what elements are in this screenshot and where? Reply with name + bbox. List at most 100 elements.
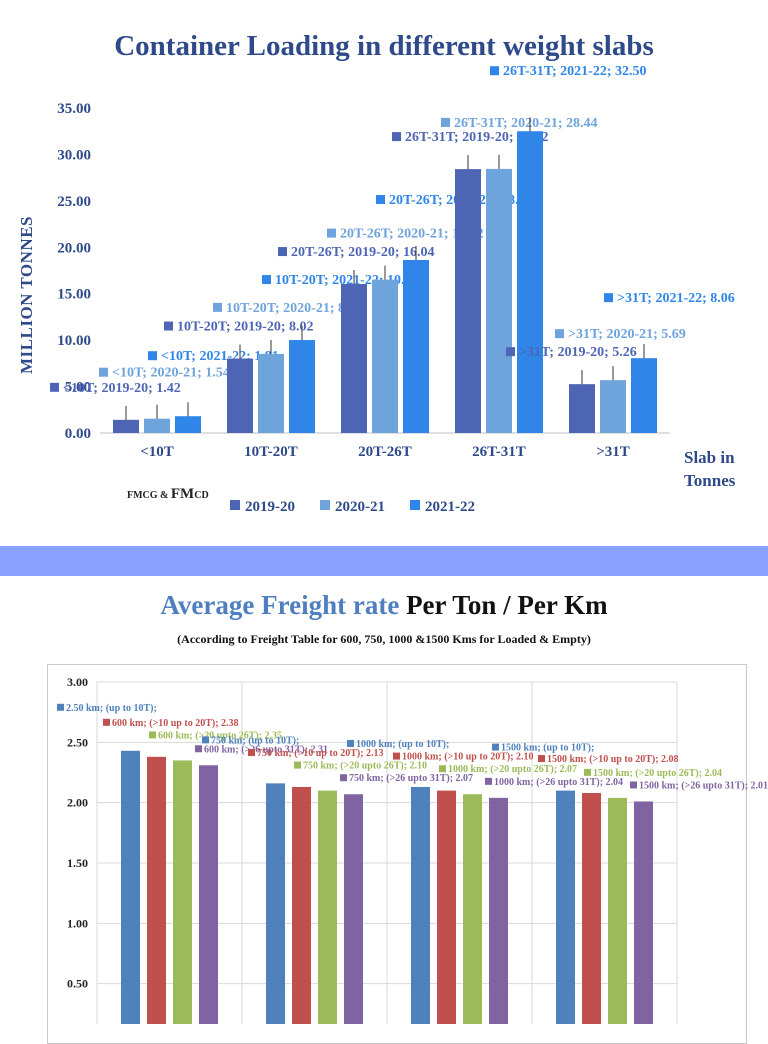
bar xyxy=(144,418,170,433)
bar xyxy=(292,786,311,1024)
y-tick-label: 1.50 xyxy=(67,856,88,870)
data-label-marker xyxy=(262,275,271,285)
y-tick-label: 0.00 xyxy=(65,426,91,442)
y-tick-label: 30.00 xyxy=(57,147,91,163)
x-tick-label: <10T xyxy=(140,444,174,460)
chart2-subtitle: (According to Freight Table for 600, 750… xyxy=(177,632,591,646)
data-label: 1000 km; (>26 upto 31T); 2.04 xyxy=(494,777,623,788)
y-tick-label: 25.00 xyxy=(57,194,91,210)
bar xyxy=(175,416,201,433)
footnote-small-1: FMCG & xyxy=(127,490,171,501)
data-label: 600 km; (>26 upto 31T); 2.31 xyxy=(204,744,328,755)
y-tick-label: 1.00 xyxy=(67,916,88,930)
bar xyxy=(634,801,653,1024)
bar xyxy=(556,790,575,1024)
y-tick-label: 0.50 xyxy=(67,977,88,991)
data-label-marker xyxy=(327,228,336,238)
data-label: 1500 km; (>26 upto 31T); 2.01 xyxy=(639,780,768,791)
legend-entry: 2021-22 xyxy=(425,499,475,515)
data-label-marker xyxy=(439,765,446,773)
legend-entry: 2020-21 xyxy=(335,499,385,515)
chart2-title-part2: Per Ton / Per Km xyxy=(399,590,608,620)
bar xyxy=(486,168,512,433)
y-tick-label: 10.00 xyxy=(57,333,91,349)
data-label: >31T; 2019-20; 5.26 xyxy=(519,345,637,360)
bar xyxy=(608,797,627,1024)
bar xyxy=(147,756,166,1024)
data-label-marker xyxy=(630,781,637,789)
bar xyxy=(582,793,601,1024)
data-label-marker xyxy=(485,777,492,785)
data-label-marker xyxy=(99,367,108,377)
y-tick-label: 2.50 xyxy=(67,735,88,749)
bar xyxy=(199,765,218,1024)
bar xyxy=(411,786,430,1024)
chart2-title-part1: Average Freight rate xyxy=(160,590,400,620)
bar xyxy=(631,358,657,433)
legend-entry: 2019-20 xyxy=(245,499,295,515)
data-label-marker xyxy=(490,66,499,76)
data-label: 20T-26T; 2019-20; 16.04 xyxy=(291,245,435,260)
bar xyxy=(463,794,482,1024)
bar xyxy=(455,169,481,433)
data-label-marker xyxy=(347,739,354,747)
data-label-marker xyxy=(604,293,613,303)
data-label-marker xyxy=(555,329,564,339)
data-label-marker xyxy=(164,321,173,331)
data-label-marker xyxy=(441,117,450,127)
data-label-marker xyxy=(393,752,400,760)
data-label: 750 km; (>10 up to 20T); 2.13 xyxy=(257,748,384,759)
footnote-big: FM xyxy=(170,486,195,502)
data-label-marker xyxy=(538,755,545,763)
bar xyxy=(173,760,192,1024)
bar xyxy=(227,358,253,433)
data-label-marker xyxy=(492,743,499,751)
data-label-marker xyxy=(340,774,347,782)
data-label-marker xyxy=(213,302,222,312)
y-tick-label: 20.00 xyxy=(57,240,91,256)
bar xyxy=(372,279,398,433)
data-label-marker xyxy=(248,748,255,756)
data-label: 1500 km; (>20 upto 26T); 2.04 xyxy=(593,768,722,779)
y-tick-label: 3.00 xyxy=(67,675,88,689)
section-divider-band xyxy=(0,546,768,576)
bar xyxy=(403,260,429,433)
bar xyxy=(113,419,139,433)
chart1-x-axis-label: Slab in Tonnes xyxy=(684,448,736,490)
legend-swatch xyxy=(320,500,330,510)
y-tick-label: 35.00 xyxy=(57,101,91,117)
data-label: 20T-26T; 2020-21; 16.52 xyxy=(340,227,484,242)
data-label: 10T-20T; 2020-21; 8.52 xyxy=(226,301,363,316)
data-label: 26T-31T; 2021-22; 32.50 xyxy=(503,64,647,79)
x-tick-label: 26T-31T xyxy=(472,444,526,460)
data-label-marker xyxy=(149,731,156,739)
chart1-plot: 0.00 5.00 10.00 15.00 20.00 25.00 30.00 35.00 <1… xyxy=(50,64,735,515)
chart2-plot: 0.50 1.00 1.50 2.00 2.50 3.00 2.50 km; (up to … xyxy=(57,675,768,1024)
data-label-marker xyxy=(103,718,110,726)
bar xyxy=(318,790,337,1024)
data-label-marker xyxy=(506,347,515,357)
data-label: 1500 km; (>10 up to 20T); 2.08 xyxy=(547,754,679,765)
data-label-marker xyxy=(278,247,287,257)
footnote-small-2: CD xyxy=(194,490,209,501)
chart1-title: Container Loading in different weight sl… xyxy=(114,30,654,62)
data-label: 26T-31T; 2019-20; 28.42 xyxy=(405,130,549,145)
data-label-marker xyxy=(392,132,401,142)
chart1-footnote: FMCG & FMCD xyxy=(127,486,209,503)
data-label: >31T; 2020-21; 5.69 xyxy=(568,327,686,342)
bar xyxy=(437,790,456,1024)
data-label-marker xyxy=(57,703,64,711)
data-label: 750 km; (>26 upto 31T); 2.07 xyxy=(349,773,473,784)
bar xyxy=(121,750,140,1024)
data-label: >31T; 2021-22; 8.06 xyxy=(617,291,735,306)
x-tick-label: 20T-26T xyxy=(358,444,412,460)
x-tick-label: >31T xyxy=(596,444,630,460)
data-label: 600 km; (>20 upto 26T); 2.35 xyxy=(158,730,282,741)
data-label-marker xyxy=(584,768,591,776)
data-label-marker xyxy=(202,736,209,744)
data-label: 1000 km; (up to 10T); xyxy=(356,739,449,750)
data-label-marker xyxy=(50,382,59,392)
data-label: 10T-20T; 2019-20; 8.02 xyxy=(177,320,314,335)
bar xyxy=(258,353,284,433)
data-label-marker xyxy=(195,745,202,753)
